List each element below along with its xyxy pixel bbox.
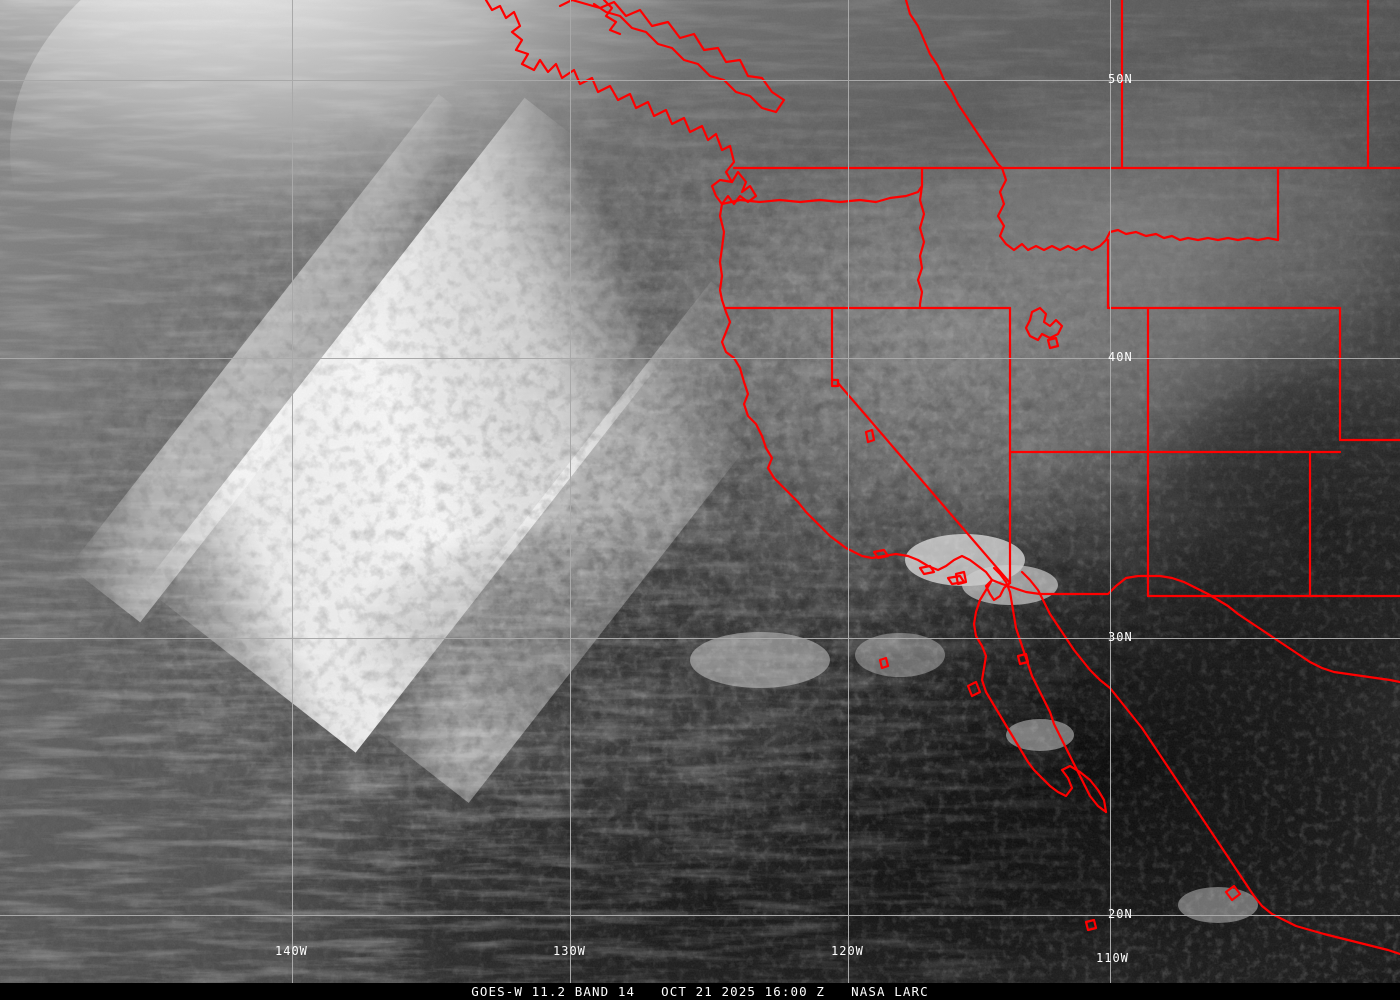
coastline-british-columbia xyxy=(484,0,736,184)
longitude-label-120W: 120W xyxy=(831,944,864,958)
feature-lake-tahoe xyxy=(864,428,876,444)
latitude-label-50N: 50N xyxy=(1108,72,1133,86)
border-california-nevada xyxy=(830,378,1012,585)
latitude-line-30N xyxy=(0,638,1400,639)
latitude-label-20N: 20N xyxy=(1108,907,1133,921)
coastline-baja-gulf xyxy=(992,566,1108,814)
feature-great-salt-lake xyxy=(1024,306,1064,342)
longitude-label-110W: 110W xyxy=(1096,951,1129,965)
latitude-line-40N xyxy=(0,358,1400,359)
longitude-label-140W: 140W xyxy=(275,944,308,958)
caption-satellite-band: GOES-W 11.2 BAND 14 xyxy=(471,984,636,999)
longitude-line-120W xyxy=(848,0,849,983)
longitude-line-130W xyxy=(570,0,571,983)
coastline-mexico-south-notch xyxy=(1224,884,1242,902)
feature-marker-mexico xyxy=(1084,918,1098,932)
coastline-cedros-island xyxy=(966,680,982,698)
feature-small-lake-baja xyxy=(1016,652,1030,666)
coastline-guadalupe-island xyxy=(878,656,890,670)
border-oregon-idaho xyxy=(916,184,926,310)
caption-bar: GOES-W 11.2 BAND 14 OCT 21 2025 16:00 Z … xyxy=(0,983,1400,1000)
border-california-arizona xyxy=(984,578,1012,602)
coastline-channel-islands xyxy=(872,548,890,560)
longitude-line-110W xyxy=(1110,0,1111,983)
coastline-mexico-mainland xyxy=(1020,570,1400,956)
border-us-mexico xyxy=(990,574,1400,684)
feature-utah-lake xyxy=(1046,336,1060,350)
coastline-santa-catalina xyxy=(918,564,936,576)
latitude-label-40N: 40N xyxy=(1108,350,1133,364)
latitude-line-50N xyxy=(0,80,1400,81)
border-idaho-montana xyxy=(996,166,1280,252)
feature-salton-sea xyxy=(954,570,968,586)
coastline-baja-pacific xyxy=(972,578,1108,814)
caption-source: NASA LARC xyxy=(851,984,929,999)
coastline-queen-charlotte xyxy=(602,0,622,36)
caption-datetime: OCT 21 2025 16:00 Z xyxy=(661,984,826,999)
coastline-vancouver-island xyxy=(558,0,786,114)
coastline-us-west xyxy=(718,202,994,582)
latitude-line-20N xyxy=(0,915,1400,916)
latitude-label-30N: 30N xyxy=(1108,630,1133,644)
longitude-label-130W: 130W xyxy=(553,944,586,958)
border-washington-oregon xyxy=(720,166,924,206)
border-bc-alberta xyxy=(904,0,1004,170)
longitude-line-140W xyxy=(292,0,293,983)
coastline-puget-sound xyxy=(710,170,758,206)
